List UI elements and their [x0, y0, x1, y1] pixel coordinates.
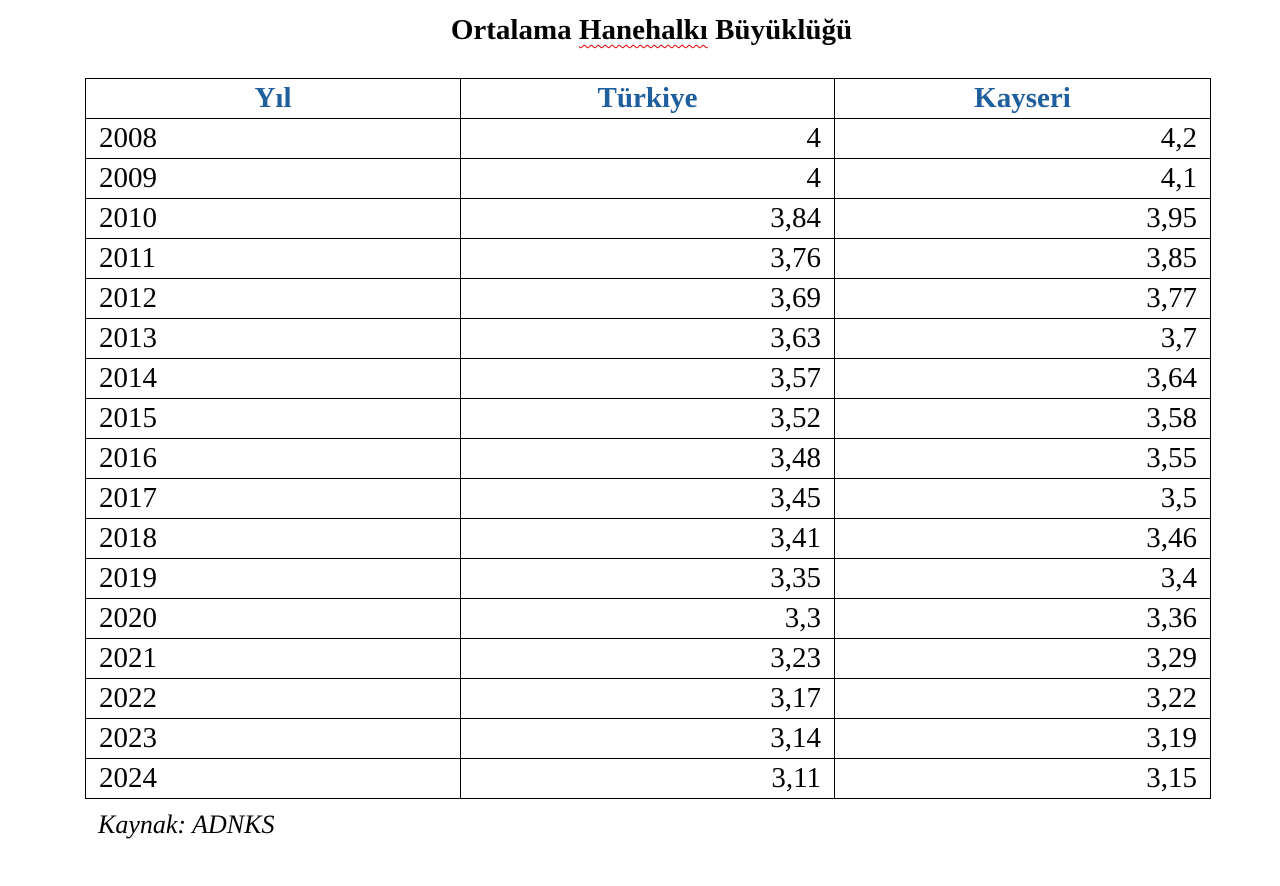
- value-cell: 3,57: [460, 358, 835, 399]
- value-cell: 3,4: [834, 558, 1211, 599]
- value-cell: 4: [460, 118, 835, 159]
- source-note: Kaynak: ADNKS: [98, 810, 275, 839]
- year-cell: 2009: [85, 158, 461, 199]
- title-word: Hanehalkı: [578, 14, 708, 46]
- table-row: 2017 3,45 3,5: [85, 478, 1211, 519]
- table-row: 2020 3,3 3,36: [85, 598, 1211, 639]
- value-cell: 3,69: [460, 278, 835, 319]
- value-cell: 4: [460, 158, 835, 199]
- value-cell: 3,5: [834, 478, 1211, 519]
- value-cell: 3,63: [460, 318, 835, 359]
- table-row: 2022 3,17 3,22: [85, 678, 1211, 719]
- year-cell: 2015: [85, 398, 461, 439]
- title: Ortalama Hanehalkı Büyüklüğü: [0, 14, 1280, 47]
- value-cell: 3,7: [834, 318, 1211, 359]
- table-row: 2023 3,14 3,19: [85, 718, 1211, 759]
- value-cell: 3,46: [834, 518, 1211, 559]
- title-word: Ortalama: [450, 14, 572, 46]
- header-cell: Yıl: [85, 78, 461, 119]
- table-row: 2010 3,84 3,95: [85, 198, 1211, 239]
- table-row: 2016 3,48 3,55: [85, 438, 1211, 479]
- value-cell: 3,85: [834, 238, 1211, 279]
- year-cell: 2012: [85, 278, 461, 319]
- value-cell: 3,84: [460, 198, 835, 239]
- year-cell: 2024: [85, 758, 461, 799]
- table-row: 2021 3,23 3,29: [85, 638, 1211, 679]
- year-cell: 2011: [85, 238, 461, 279]
- value-cell: 3,45: [460, 478, 835, 519]
- year-cell: 2014: [85, 358, 461, 399]
- header-cell: Türkiye: [460, 78, 835, 119]
- value-cell: 3,29: [834, 638, 1211, 679]
- year-cell: 2021: [85, 638, 461, 679]
- header-row: Yıl Türkiye Kayseri: [85, 78, 1211, 119]
- value-cell: 3,11: [460, 758, 835, 799]
- year-cell: 2017: [85, 478, 461, 519]
- table-row: 2011 3,76 3,85: [85, 238, 1211, 279]
- value-cell: 3,76: [460, 238, 835, 279]
- value-cell: 3,41: [460, 518, 835, 559]
- table-row: 2012 3,69 3,77: [85, 278, 1211, 319]
- table-row: 2015 3,52 3,58: [85, 398, 1211, 439]
- value-cell: 3,22: [834, 678, 1211, 719]
- value-cell: 3,64: [834, 358, 1211, 399]
- value-cell: 3,36: [834, 598, 1211, 639]
- year-cell: 2019: [85, 558, 461, 599]
- value-cell: 4,2: [834, 118, 1211, 159]
- value-cell: 3,17: [460, 678, 835, 719]
- table-row: 2019 3,35 3,4: [85, 558, 1211, 599]
- table-row: 2024 3,11 3,15: [85, 758, 1211, 799]
- value-cell: 3,48: [460, 438, 835, 479]
- value-cell: 3,15: [834, 758, 1211, 799]
- header-cell: Kayseri: [834, 78, 1211, 119]
- year-cell: 2008: [85, 118, 461, 159]
- table-row: 2014 3,57 3,64: [85, 358, 1211, 399]
- value-cell: 3,3: [460, 598, 835, 639]
- value-cell: 3,58: [834, 398, 1211, 439]
- value-cell: 4,1: [834, 158, 1211, 199]
- title-word: Büyüklüğü: [715, 14, 853, 46]
- table-row: 2009 4 4,1: [85, 158, 1211, 199]
- year-cell: 2022: [85, 678, 461, 719]
- value-cell: 3,14: [460, 718, 835, 759]
- value-cell: 3,35: [460, 558, 835, 599]
- table-row: 2018 3,41 3,46: [85, 518, 1211, 559]
- value-cell: 3,23: [460, 638, 835, 679]
- year-cell: 2013: [85, 318, 461, 359]
- value-cell: 3,52: [460, 398, 835, 439]
- value-cell: 3,77: [834, 278, 1211, 319]
- year-cell: 2020: [85, 598, 461, 639]
- value-cell: 3,95: [834, 198, 1211, 239]
- year-cell: 2023: [85, 718, 461, 759]
- year-cell: 2016: [85, 438, 461, 479]
- year-cell: 2010: [85, 198, 461, 239]
- data-table: Yıl Türkiye Kayseri 2008 4 4,2 2009 4 4,1 2010…: [85, 78, 1211, 799]
- year-cell: 2018: [85, 518, 461, 559]
- table-row: 2013 3,63 3,7: [85, 318, 1211, 359]
- value-cell: 3,19: [834, 718, 1211, 759]
- table-row: 2008 4 4,2: [85, 118, 1211, 159]
- value-cell: 3,55: [834, 438, 1211, 479]
